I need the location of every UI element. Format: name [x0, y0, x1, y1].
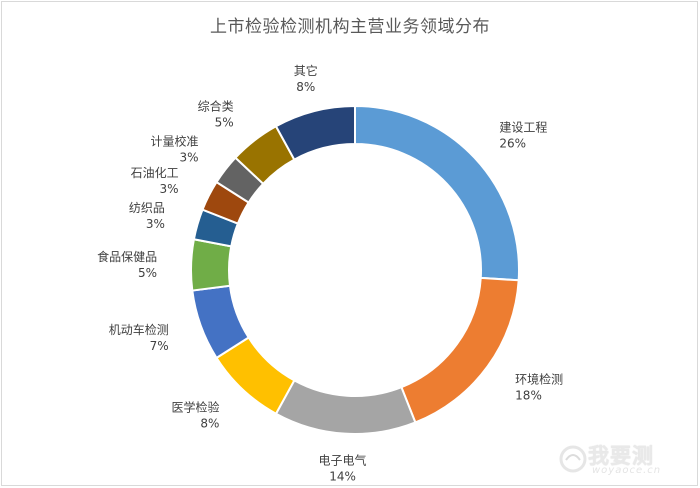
slice-6 — [190, 238, 233, 292]
slice-label-8: 石油化工 3% — [131, 166, 179, 196]
category-label: 食品保健品 — [97, 249, 157, 264]
slice-label-11: 其它 8% — [294, 63, 318, 94]
category-label: 电子电气 — [319, 453, 367, 468]
slice-label-2: 环境检测 18% — [515, 371, 563, 402]
watermark-subtext: woyaoce.cn — [592, 465, 662, 476]
slice-label-1: 建设工程 26% — [499, 119, 547, 150]
slice-1 — [354, 104, 520, 282]
category-label: 石油化工 — [131, 166, 179, 180]
slice-label-4: 医学检验 8% — [171, 399, 219, 430]
watermark-text: 我要测 — [588, 444, 654, 468]
percent-label: 14% — [329, 470, 356, 484]
percent-label: 5% — [215, 116, 234, 130]
slice-label-7: 纺织品 3% — [129, 201, 165, 231]
slice-11 — [274, 104, 356, 161]
percent-label: 18% — [515, 388, 542, 402]
percent-label: 7% — [150, 339, 169, 353]
slice-3 — [274, 379, 417, 435]
chart-title: 上市检验检测机构主营业务领域分布 — [210, 17, 490, 37]
category-label: 医学检验 — [171, 399, 219, 414]
watermark-logo-icon — [559, 445, 587, 473]
slice-label-5: 机动车检测 7% — [109, 322, 169, 353]
percent-label: 5% — [138, 266, 157, 280]
category-label: 其它 — [294, 63, 318, 78]
category-label: 建设工程 — [499, 119, 547, 134]
labels-group: 建设工程 26% 环境检测 18% 电子电气 14% 医学检验 8% 机动车检测 7% 食品保健品 5… — [97, 63, 563, 483]
category-label: 环境检测 — [515, 371, 563, 386]
percent-label: 8% — [296, 80, 315, 94]
percent-label: 26% — [499, 136, 526, 150]
slices-group — [190, 104, 520, 435]
percent-label: 3% — [160, 182, 179, 196]
percent-label: 3% — [180, 151, 199, 165]
slice-label-10: 综合类 5% — [198, 99, 234, 130]
percent-label: 8% — [200, 416, 219, 430]
slice-2 — [400, 276, 520, 424]
slice-label-6: 食品保健品 5% — [97, 249, 157, 280]
watermark: 我要测 woyaoce.cn — [556, 440, 686, 480]
slice-label-9: 计量校准 3% — [151, 134, 199, 165]
category-label: 机动车检测 — [109, 322, 169, 337]
category-label: 纺织品 — [129, 201, 165, 215]
category-label: 计量校准 — [151, 134, 199, 149]
percent-label: 3% — [146, 217, 165, 231]
slice-label-3: 电子电气 14% — [319, 453, 367, 484]
category-label: 综合类 — [198, 99, 234, 114]
